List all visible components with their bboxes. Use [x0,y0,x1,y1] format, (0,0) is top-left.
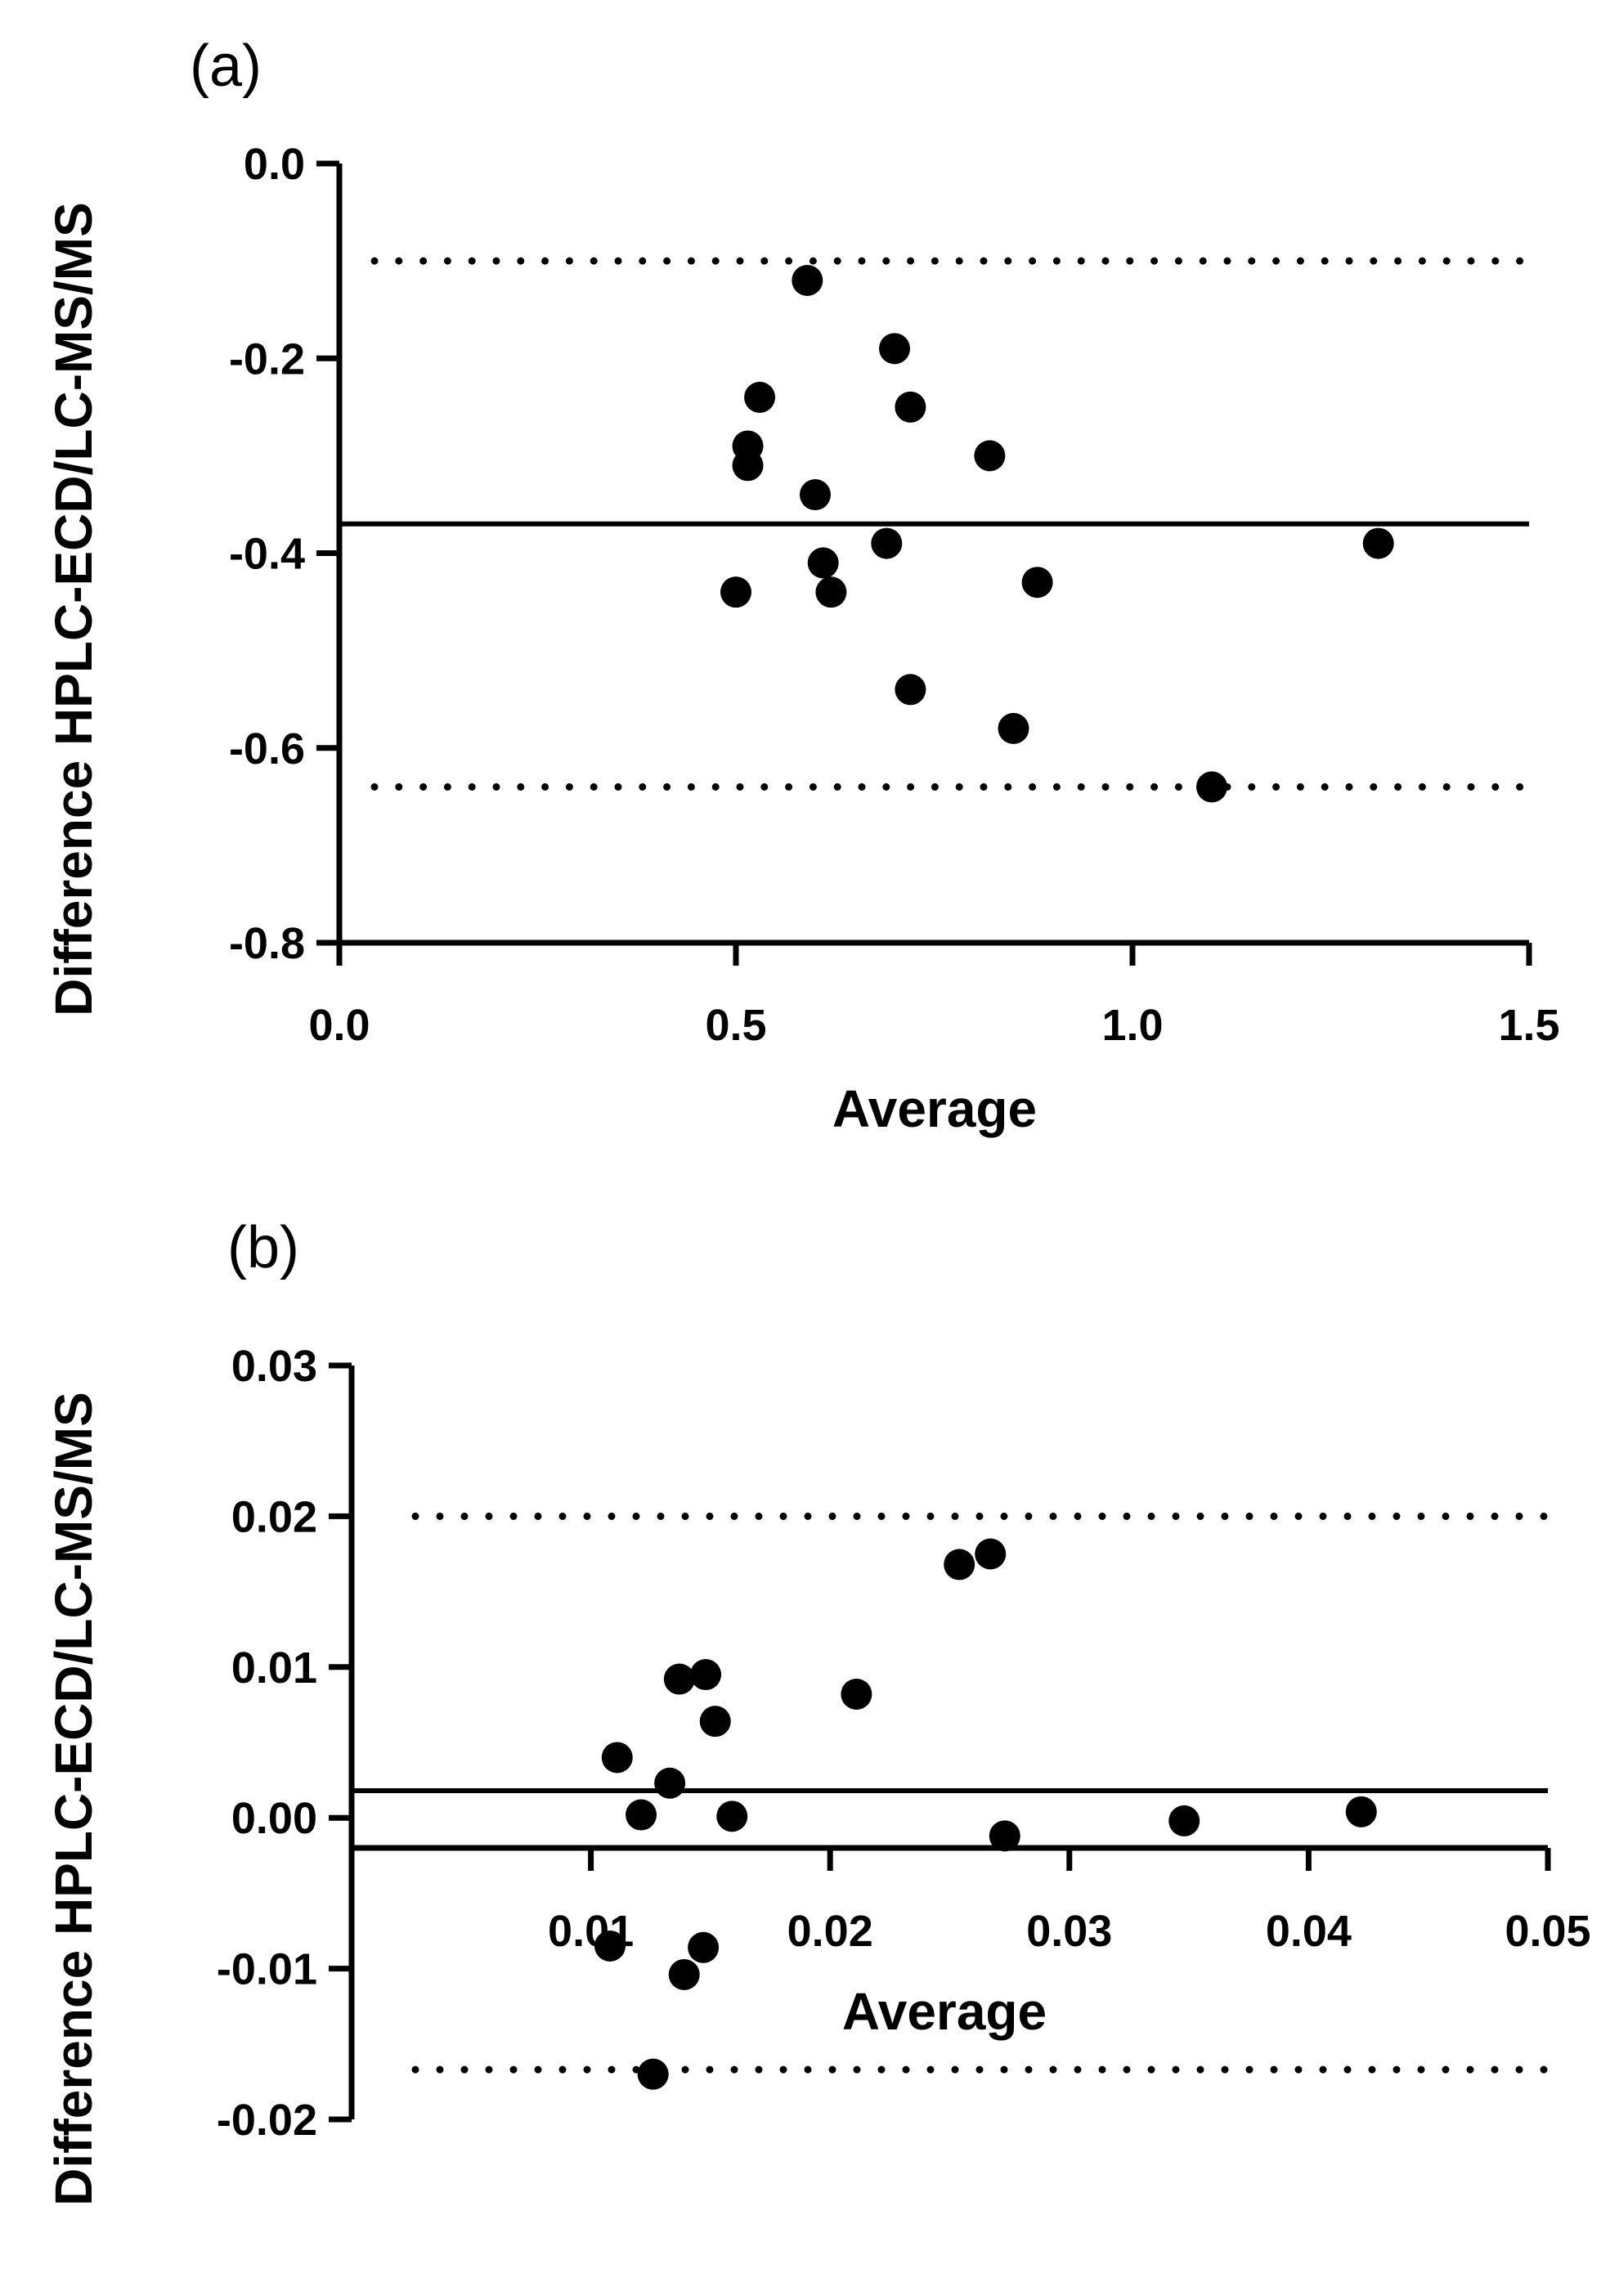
y-tick-label: 0.02 [231,1492,317,1541]
y-tick-label: 0.01 [231,1644,317,1693]
data-point [807,547,839,579]
data-point [663,1663,695,1695]
data-point [998,712,1029,744]
y-tick-label: 0.0 [244,140,305,189]
data-point [668,1958,700,1990]
y-tick-label: -0.8 [229,919,305,968]
x-tick-label: 0.04 [1266,1907,1352,1956]
data-point [871,527,903,559]
y-axis-title: Difference HPLC-ECD/LC-MS/MS [44,202,103,1016]
data-point [1362,527,1394,559]
data-point [944,1549,975,1581]
x-axis-title: Average [832,1079,1037,1138]
panel-b: (b)0.030.020.010.00-0.01-0.020.01 0.02 0.0… [44,1215,1591,2206]
data-point [974,440,1006,472]
x-tick-label: 1.5 [1498,1001,1559,1050]
data-point [688,1931,720,1963]
y-tick-label: 0.03 [231,1342,317,1391]
data-point [601,1742,633,1774]
y-tick-label: -0.01 [217,1945,317,1994]
data-point [720,576,751,608]
data-point [895,391,926,423]
data-point [654,1767,686,1799]
x-tick-label: 0.05 [1505,1907,1590,1956]
data-point [841,1678,872,1710]
data-point [732,450,764,482]
x-tick-label: 0.03 [1026,1907,1112,1956]
y-tick-label: -0.02 [217,2096,317,2145]
data-point [800,479,831,511]
y-tick-label: -0.6 [229,724,305,774]
y-axis-title: Difference HPLC-ECD/LC-MS/MS [44,1392,103,2206]
data-point [699,1706,731,1738]
x-tick-label: 1.0 [1101,1001,1163,1050]
data-point [744,381,776,413]
data-point [637,2058,669,2090]
data-point [815,576,847,608]
x-tick-label: 0.5 [705,1001,766,1050]
data-point [1168,1805,1200,1836]
data-point [792,264,823,296]
data-point [626,1799,657,1831]
panel-label: (b) [227,1215,299,1280]
x-axis-title: Average [842,1982,1047,2041]
y-tick-label: -0.4 [229,530,305,579]
data-point [975,1538,1007,1570]
data-point [594,1930,626,1962]
x-tick-label: 0.0 [308,1001,370,1050]
data-point [1021,567,1053,599]
panel-label: (a) [190,34,262,99]
x-tick-label: 0.02 [787,1907,873,1956]
data-point [895,674,926,706]
y-tick-label: -0.2 [229,334,305,383]
data-point [879,333,910,365]
panel-a: (a)0.0-0.2-0.4-0.6-0.80.0 0.5 1.0 1.5Averag… [44,34,1560,1138]
data-point [1345,1796,1377,1827]
data-point [989,1820,1020,1852]
data-point [690,1659,722,1691]
data-point [1196,771,1227,803]
y-tick-label: 0.00 [231,1794,317,1843]
data-point [716,1800,748,1832]
